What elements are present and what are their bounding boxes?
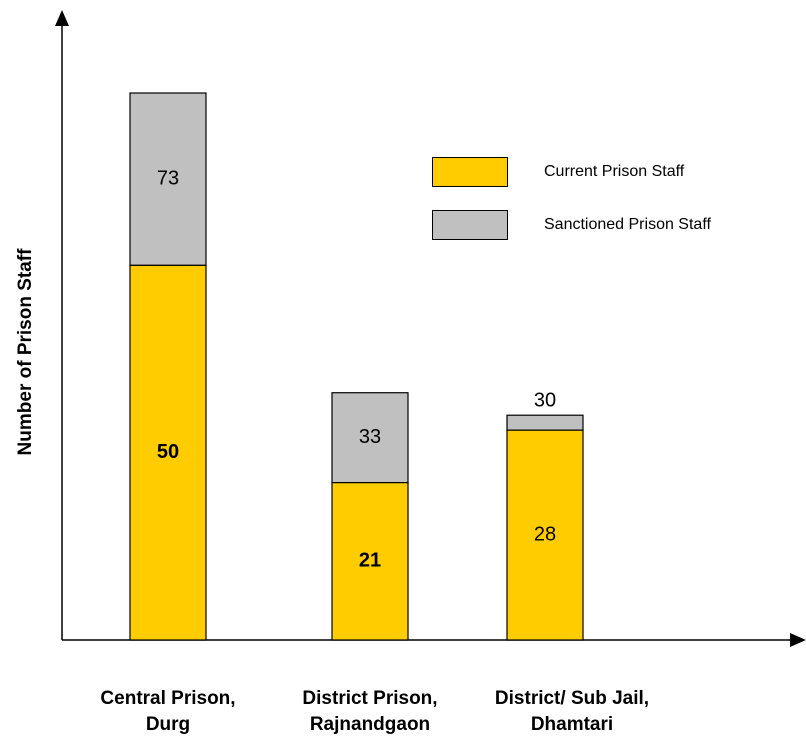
category-label-district-prison: District Prison, Rajnandgaon <box>250 686 490 738</box>
category-label-line: District/ Sub Jail, <box>494 688 650 709</box>
data-label-current: 21 <box>359 550 381 572</box>
legend-label-current: Current Prison Staff <box>544 163 685 180</box>
data-labels: 50 73 21 33 28 30 <box>157 167 556 571</box>
bars <box>129 92 584 641</box>
bar-current <box>506 429 584 641</box>
data-label-current: 50 <box>157 441 179 463</box>
legend-item-current: Current Prison Staff <box>432 157 684 187</box>
data-label-sanctioned: 30 <box>534 389 556 411</box>
bar-sanctioned <box>506 414 584 431</box>
bar-sanctioned <box>331 392 409 484</box>
bar-sanctioned <box>129 92 207 266</box>
legend-label-sanctioned: Sanctioned Prison Staff <box>544 216 711 233</box>
data-label-current: 28 <box>534 523 556 545</box>
category-label-line: Rajnandgaon <box>309 714 431 735</box>
x-axis-arrow <box>790 633 806 647</box>
category-label-sub-jail: District/ Sub Jail, Dhamtari <box>452 686 692 738</box>
category-label-line: District Prison, <box>302 688 438 709</box>
bar-current <box>129 264 207 641</box>
legend-swatch-sanctioned <box>432 210 508 240</box>
data-label-sanctioned: 73 <box>157 167 179 189</box>
category-label-line: Durg <box>145 714 191 735</box>
y-axis-label: Number of Prison Staff <box>15 248 36 456</box>
data-label-sanctioned: 33 <box>359 426 381 448</box>
bar-current <box>331 482 409 641</box>
legend-item-sanctioned: Sanctioned Prison Staff <box>432 210 711 240</box>
category-label-line: Central Prison, <box>100 688 236 709</box>
legend-swatch-current <box>432 157 508 187</box>
y-axis-arrow <box>55 10 69 26</box>
category-label-line: Dhamtari <box>530 714 614 735</box>
category-label-central-prison: Central Prison, Durg <box>48 686 288 738</box>
